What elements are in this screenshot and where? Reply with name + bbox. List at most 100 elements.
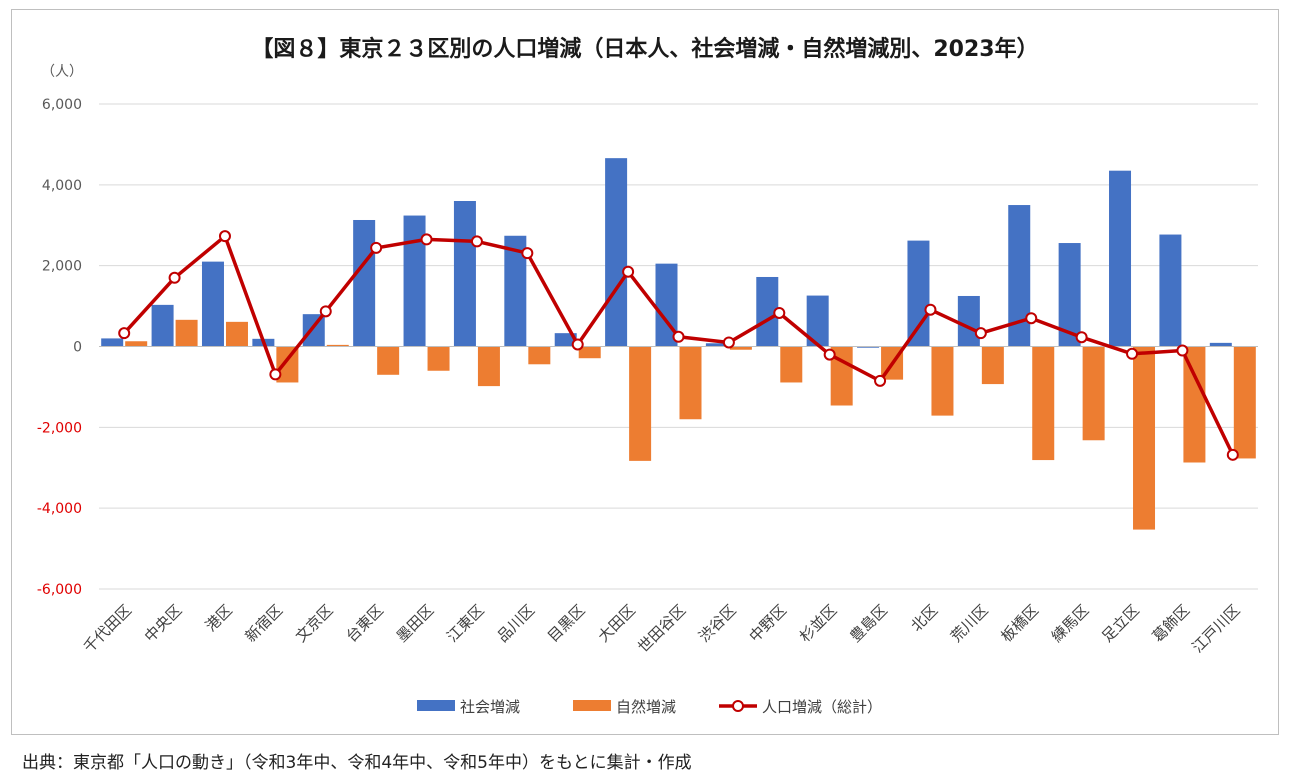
bar-social-2 (151, 304, 174, 347)
bar-natural-4 (276, 346, 299, 383)
bar-social-22 (1159, 234, 1182, 347)
bar-natural-11 (629, 346, 652, 461)
bar-natural-22 (1183, 346, 1206, 463)
x-tick-label: 江東区 (443, 601, 488, 646)
x-tick-label: 大田区 (594, 601, 639, 646)
bar-natural-6 (377, 346, 400, 375)
x-tick-label: 世田谷区 (634, 601, 689, 656)
bar-natural-10 (578, 346, 601, 359)
bar-social-19 (1008, 205, 1031, 347)
total-point-19 (1025, 312, 1038, 325)
total-point-7 (420, 233, 433, 246)
chart-frame: 【図８】東京２３区別の人口増減（日本人、社会増減・自然増減別、2023年） （人）… (11, 9, 1279, 735)
bar-natural-3 (225, 321, 248, 347)
bar-social-13 (705, 343, 728, 347)
bar-natural-14 (780, 346, 803, 383)
bar-social-14 (756, 276, 779, 347)
total-point-11 (622, 265, 635, 278)
legend-label: 社会増減 (460, 698, 520, 716)
total-point-9 (521, 247, 534, 260)
x-tick-label: 豊島区 (846, 601, 891, 646)
x-tick-label: 足立区 (1098, 601, 1143, 646)
legend-label: 自然増減 (616, 698, 676, 716)
x-tick-label: 江戸川区 (1188, 601, 1243, 656)
bar-natural-21 (1133, 346, 1156, 530)
y-tick-label: -2,000 (37, 420, 82, 436)
legend-label: 人口増減（総計） (762, 698, 882, 716)
total-point-20 (1075, 331, 1088, 344)
bar-social-6 (353, 219, 376, 347)
bar-natural-2 (175, 319, 198, 347)
total-point-18 (974, 327, 987, 340)
x-tick-label: 千代田区 (80, 601, 135, 656)
legend-swatch-1 (417, 700, 455, 711)
total-point-22 (1176, 344, 1189, 357)
bar-social-16 (857, 346, 880, 348)
x-tick-label: 品川区 (494, 601, 539, 646)
x-tick-label: 中央区 (141, 601, 186, 646)
bar-natural-23 (1233, 346, 1256, 459)
x-tick-label: 渋谷区 (695, 601, 740, 646)
y-tick-label: 6,000 (42, 97, 82, 113)
x-tick-label: 新宿区 (242, 601, 287, 646)
y-tick-label: 4,000 (42, 178, 82, 194)
total-point-17 (924, 303, 937, 316)
bar-natural-18 (981, 346, 1004, 385)
legend-swatch-2 (573, 700, 611, 711)
total-point-2 (168, 271, 181, 284)
total-point-15 (823, 348, 836, 361)
x-tick-label: 板橋区 (998, 601, 1043, 646)
bar-social-18 (957, 295, 980, 347)
x-tick-label: 荒川区 (947, 601, 992, 646)
chart-title: 【図８】東京２３区別の人口増減（日本人、社会増減・自然増減別、2023年） (251, 36, 1038, 62)
bar-natural-17 (931, 346, 954, 416)
bar-social-17 (907, 240, 930, 347)
x-tick-label: 台東区 (342, 601, 387, 646)
bar-social-21 (1109, 170, 1132, 347)
y-tick-label: -6,000 (37, 582, 82, 598)
source-note: 出典：東京都「人口の動き」（令和3年中、令和4年中、令和5年中）をもとに集計・作… (22, 753, 692, 773)
bar-natural-19 (1032, 346, 1055, 461)
total-point-8 (470, 235, 483, 248)
total-point-3 (218, 230, 231, 243)
x-tick-label: 葛飾区 (1149, 601, 1194, 646)
bar-social-15 (806, 295, 829, 347)
x-tick-label: 北区 (907, 601, 941, 635)
total-point-23 (1226, 448, 1239, 461)
bar-natural-7 (427, 346, 450, 371)
total-point-13 (722, 336, 735, 349)
bar-natural-9 (528, 346, 551, 365)
bar-social-1 (101, 338, 124, 347)
bar-social-7 (403, 215, 426, 347)
x-tick-label: 目黒区 (544, 601, 589, 646)
total-point-16 (874, 374, 887, 387)
bar-social-23 (1209, 342, 1232, 347)
total-point-10 (571, 338, 584, 351)
total-point-1 (118, 327, 131, 340)
bar-social-8 (453, 201, 476, 347)
chart-svg: 【図８】東京２３区別の人口増減（日本人、社会増減・自然増減別、2023年） （人）… (37, 36, 1258, 716)
bar-natural-5 (326, 344, 349, 347)
x-tick-label: 杉並区 (796, 601, 841, 646)
total-point-6 (370, 241, 383, 254)
bar-social-3 (201, 261, 224, 347)
total-point-14 (773, 306, 786, 319)
x-tick-label: 練馬区 (1048, 601, 1093, 646)
x-tick-label: 港区 (202, 601, 236, 635)
bar-social-10 (554, 333, 577, 347)
bar-social-20 (1058, 243, 1081, 347)
bar-social-9 (504, 235, 527, 347)
bar-natural-12 (679, 346, 702, 420)
total-point-4 (269, 368, 282, 381)
y-tick-label: 2,000 (42, 259, 82, 275)
bar-natural-15 (830, 346, 853, 406)
bar-natural-1 (125, 341, 148, 347)
total-point-21 (1126, 347, 1139, 360)
y-tick-label: 0 (73, 340, 82, 356)
total-point-12 (672, 330, 685, 343)
x-tick-label: 文京区 (292, 601, 337, 646)
y-axis-unit: （人） (41, 64, 83, 80)
bar-natural-20 (1082, 346, 1105, 441)
total-point-5 (319, 305, 332, 318)
bar-social-11 (605, 158, 628, 347)
